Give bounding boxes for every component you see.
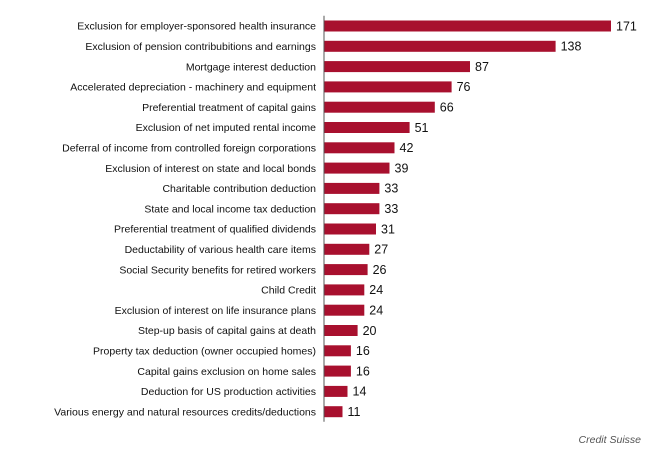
category-label: Step-up basis of capital gains at death xyxy=(138,325,316,337)
source-credit: Credit Suisse xyxy=(578,434,641,446)
value-label: 26 xyxy=(373,263,387,277)
bar xyxy=(324,223,376,235)
value-label: 11 xyxy=(348,405,361,419)
category-label: Child Credit xyxy=(261,285,316,297)
value-label: 31 xyxy=(381,222,395,236)
value-label: 27 xyxy=(374,243,388,257)
bar xyxy=(324,142,395,154)
value-label: 66 xyxy=(440,101,454,115)
value-label: 138 xyxy=(561,40,582,54)
category-label: Deferral of income from controlled forei… xyxy=(62,143,316,155)
value-label: 51 xyxy=(415,121,429,135)
bar xyxy=(324,284,365,296)
value-label: 20 xyxy=(363,324,377,338)
bar xyxy=(324,20,611,32)
category-label: Charitable contribution deduction xyxy=(162,183,316,195)
value-label: 33 xyxy=(384,182,398,196)
category-label: Various energy and natural resources cre… xyxy=(54,406,316,418)
value-label: 39 xyxy=(395,161,409,175)
bar xyxy=(324,264,368,276)
category-label: Exclusion of interest on state and local… xyxy=(105,163,316,175)
bar xyxy=(324,61,470,73)
category-label: Preferential treatment of qualified divi… xyxy=(114,224,316,236)
bar xyxy=(324,325,358,336)
bar xyxy=(324,304,365,316)
category-label: Exclusion for employer-sponsored health … xyxy=(77,21,316,33)
value-label: 171 xyxy=(616,19,637,33)
category-label: Deduction for US production activities xyxy=(141,386,316,398)
bar xyxy=(324,182,380,194)
category-label: Property tax deduction (owner occupied h… xyxy=(93,346,316,358)
value-label: 76 xyxy=(457,80,471,94)
bar xyxy=(324,243,370,255)
bars-group: Exclusion for employer-sponsored health … xyxy=(54,19,637,419)
bar xyxy=(324,40,556,52)
value-label: 14 xyxy=(353,385,367,399)
bar xyxy=(324,203,380,215)
bar xyxy=(324,406,343,418)
bar xyxy=(324,385,348,397)
value-label: 87 xyxy=(475,60,489,74)
category-label: Social Security benefits for retired wor… xyxy=(119,264,316,276)
value-label: 16 xyxy=(356,344,370,358)
category-label: Preferential treatment of capital gains xyxy=(142,102,316,114)
value-label: 16 xyxy=(356,364,370,378)
category-label: Accelerated depreciation - machinery and… xyxy=(70,82,316,94)
bar xyxy=(324,81,452,93)
value-label: 42 xyxy=(400,141,414,155)
category-label: Deductability of various health care ite… xyxy=(125,244,316,256)
value-label: 24 xyxy=(369,283,383,297)
bar xyxy=(324,162,390,174)
category-label: Mortgage interest deduction xyxy=(186,61,316,73)
category-label: Exclusion of pension contribubitions and… xyxy=(85,41,316,53)
bar xyxy=(324,101,435,113)
category-label: Capital gains exclusion on home sales xyxy=(137,366,316,378)
value-label: 33 xyxy=(384,202,398,216)
bar xyxy=(324,345,351,357)
bar xyxy=(324,365,351,377)
category-label: Exclusion of net imputed rental income xyxy=(136,122,317,134)
value-label: 24 xyxy=(369,304,383,318)
category-label: Exclusion of interest on life insurance … xyxy=(115,305,316,317)
bar xyxy=(324,122,410,133)
category-label: State and local income tax deduction xyxy=(144,203,316,215)
